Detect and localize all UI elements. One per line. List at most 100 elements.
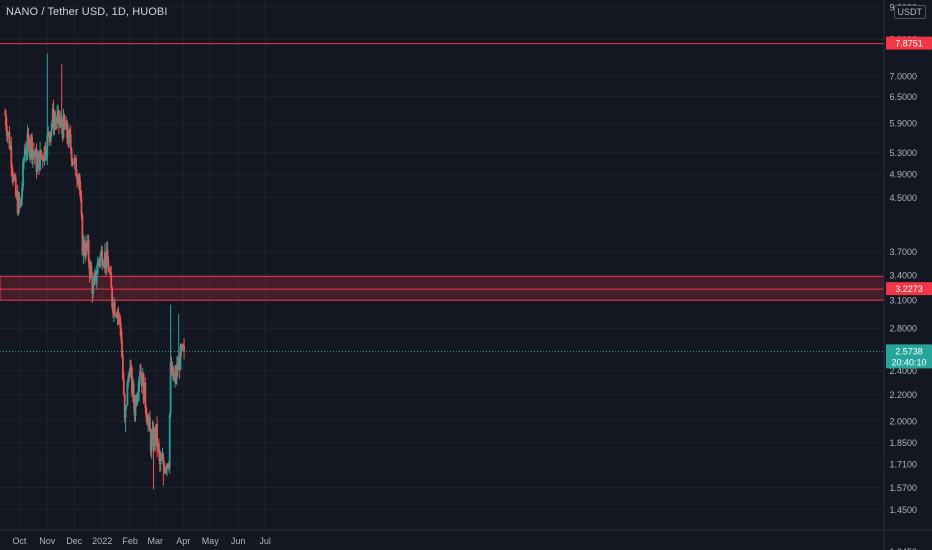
candle-body (117, 311, 120, 317)
candle-body (70, 148, 73, 162)
candle-body (119, 317, 122, 329)
candle-body (173, 379, 176, 381)
candle-body (76, 176, 78, 180)
candle-body (129, 367, 131, 378)
y-tick-label: 1.8500 (889, 438, 917, 448)
candle-body (26, 133, 29, 152)
y-tick-label: 5.3000 (889, 148, 917, 158)
x-tick-label: Jul (259, 536, 271, 546)
candle-body (122, 356, 124, 379)
x-tick-label: 2022 (92, 536, 112, 546)
candle-body (68, 130, 71, 135)
y-tick-label: 1.4500 (889, 505, 917, 515)
candle-body (13, 176, 15, 181)
candle-body (154, 430, 157, 443)
candle-body (56, 114, 59, 124)
candle-body (25, 151, 28, 154)
x-tick-label: May (202, 536, 220, 546)
candle-body (47, 132, 50, 135)
candle-body (179, 346, 182, 370)
candle-body (32, 150, 35, 154)
candle-body (45, 155, 48, 157)
candle-body (74, 158, 77, 160)
candle-body (46, 134, 49, 156)
candle-body (144, 382, 147, 408)
candle-body (41, 155, 44, 161)
y-tick-label: 4.9000 (889, 170, 917, 180)
candle-body (66, 121, 68, 138)
candle-body (14, 176, 16, 178)
price-tag-text: 20:40:10 (891, 357, 926, 367)
time-axis[interactable]: Oct Nov Dec 2022 Feb Mar Apr May Jun Jul (0, 529, 932, 546)
candle-body (131, 367, 133, 394)
candle-body (87, 240, 90, 263)
candle-body (134, 398, 137, 416)
candle-body (60, 118, 63, 127)
symbol-title[interactable]: NANO / Tether USD, 1D, HUOBI (6, 6, 168, 18)
candle-body (8, 132, 11, 149)
candle-body (85, 241, 87, 257)
candle-body (111, 287, 113, 307)
candle-body (81, 215, 84, 255)
candle-body (136, 396, 139, 404)
y-tick-label: 1.5700 (889, 483, 917, 493)
candle-body (22, 161, 24, 188)
x-tick-label: Oct (12, 536, 27, 546)
candle-body (59, 122, 61, 125)
candle-body (50, 123, 53, 131)
candle-body (6, 132, 9, 136)
candle-body (29, 150, 32, 156)
y-tick-label: 7.0000 (889, 72, 917, 82)
candle-body (162, 456, 165, 465)
candle-body (90, 265, 93, 276)
candle-body (163, 464, 166, 472)
candle-body (158, 452, 161, 465)
x-tick-label: Jun (231, 536, 246, 546)
candle-body (32, 150, 34, 159)
candle-body (14, 177, 17, 197)
candle-body (140, 371, 142, 374)
candle-body (68, 130, 70, 145)
y-tick-label: 2.4000 (889, 366, 917, 376)
candle-body (20, 198, 23, 207)
candle-body (145, 407, 148, 418)
price-tag-text: 3.2273 (895, 284, 923, 294)
y-tick-label: 6.5000 (889, 92, 917, 102)
candle-body (18, 195, 21, 206)
candle-body (31, 136, 33, 159)
candle-body (137, 391, 140, 397)
resistance-zone (0, 275, 885, 301)
y-tick-label: 4.5000 (889, 193, 917, 203)
candle-body (138, 378, 140, 392)
candle-body (58, 110, 60, 125)
chart-overlays (0, 43, 884, 352)
x-tick-label: Feb (122, 536, 138, 546)
y-tick-label: 2.2000 (889, 390, 917, 400)
candle-body (139, 371, 141, 379)
y-tick-label: 1.2450 (889, 547, 917, 550)
x-tick-label: Mar (148, 536, 164, 546)
candle-body (167, 466, 170, 468)
y-tick-label: 5.9000 (889, 119, 917, 129)
price-tag-bg (886, 344, 932, 369)
candle-body (50, 130, 52, 141)
price-tag-bg (886, 36, 932, 50)
candle-body (40, 149, 42, 157)
currency-button[interactable]: USDT (893, 5, 926, 19)
candle-body (169, 362, 172, 414)
candle-body (110, 272, 113, 288)
candle-body (36, 157, 39, 172)
x-tick-label: Nov (39, 536, 56, 546)
candle-body (182, 344, 185, 347)
candle-body (122, 378, 125, 395)
y-tick-label: 3.7000 (889, 247, 917, 257)
zone-rect (0, 275, 885, 301)
y-tick-label: 1.7100 (889, 460, 917, 470)
candle-body (48, 132, 50, 138)
candle-body (79, 189, 82, 199)
candle-body (156, 424, 158, 448)
candle-body (78, 175, 81, 190)
candle-body (147, 420, 149, 426)
